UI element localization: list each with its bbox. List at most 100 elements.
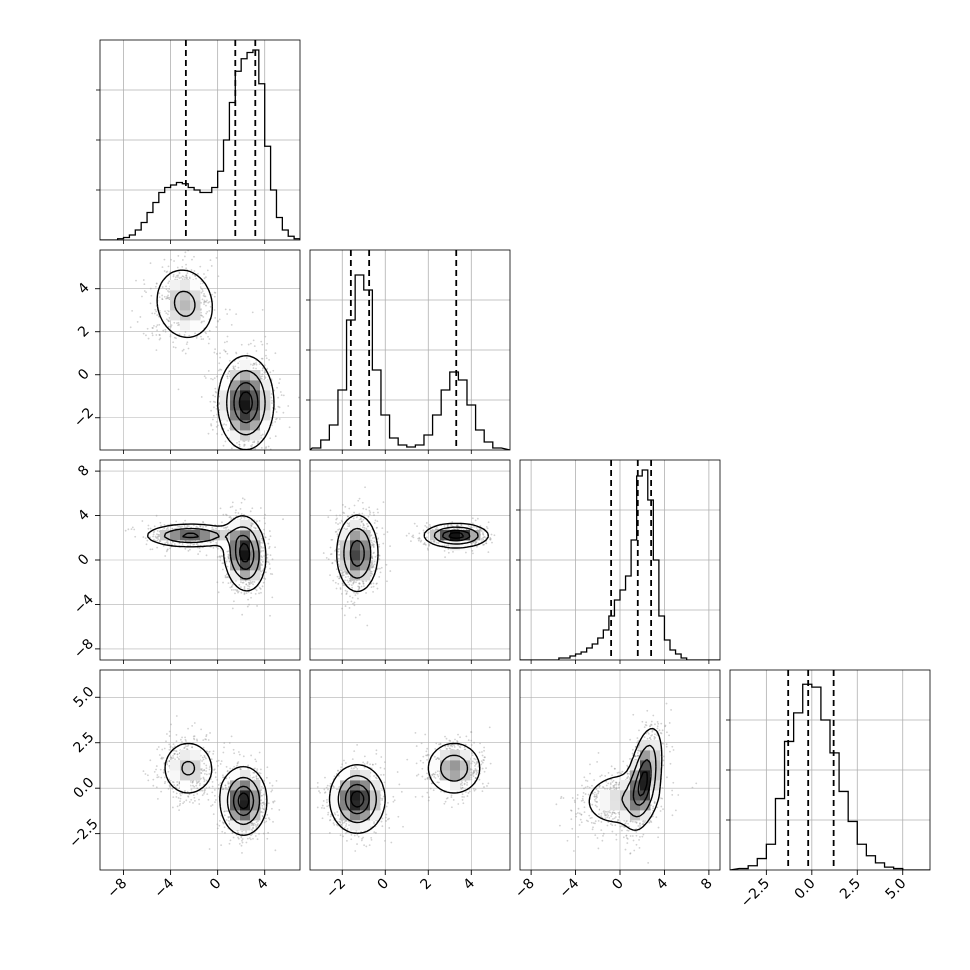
scatter-point (173, 336, 176, 339)
scatter-point (428, 544, 431, 547)
contour-line (146, 515, 267, 592)
scatter-point (275, 411, 278, 413)
scatter-point (255, 362, 257, 364)
density-cell (190, 320, 201, 331)
scatter-point (417, 537, 420, 540)
scatter-point (386, 580, 388, 583)
scatter-point (350, 580, 352, 583)
scatter-point (152, 327, 154, 329)
scatter-point (180, 792, 183, 795)
scatter-point (184, 526, 187, 529)
scatter-point (178, 323, 180, 326)
scatter-point (412, 534, 415, 537)
scatter-point (228, 842, 231, 845)
scatter-point (250, 582, 253, 585)
density-cell (200, 530, 211, 541)
scatter-panel-1 (99, 247, 301, 456)
scatter-point (192, 794, 195, 797)
scatter-point (347, 581, 350, 584)
scatter-point (154, 535, 157, 538)
scatter-point (252, 826, 255, 829)
scatter-point (278, 382, 280, 384)
scatter-point (489, 538, 491, 541)
scatter-point (149, 548, 152, 551)
scatter-point (145, 543, 148, 546)
density-cell (260, 390, 271, 401)
scatter-point (259, 454, 261, 456)
scatter-point (267, 542, 270, 545)
scatter-point (116, 247, 118, 249)
scatter-point (170, 258, 172, 261)
scatter-point (202, 521, 205, 524)
scatter-point (218, 362, 221, 365)
scatter-point (380, 566, 383, 569)
scatter-point (213, 794, 216, 797)
scatter-point (207, 335, 209, 338)
scatter-point (155, 325, 158, 328)
scatter-point (263, 364, 266, 367)
scatter-point (213, 377, 216, 380)
scatter-point (193, 270, 196, 272)
scatter-point (382, 501, 385, 504)
scatter-point (264, 335, 267, 338)
scatter-point (177, 757, 180, 760)
scatter-point (165, 550, 168, 553)
scatter-point (225, 560, 228, 563)
scatter-point (159, 337, 162, 340)
scatter-point (260, 559, 263, 561)
scatter-point (362, 522, 365, 525)
scatter-point (261, 585, 264, 588)
scatter-point (247, 440, 250, 442)
scatter-point (267, 445, 270, 448)
scatter-point (255, 367, 257, 370)
scatter-point (183, 800, 186, 803)
scatter-point (194, 275, 197, 277)
scatter-point (203, 300, 206, 303)
scatter-point (200, 728, 203, 731)
scatter-point (142, 770, 145, 773)
scatter-point (205, 525, 207, 528)
scatter-point (260, 357, 263, 360)
scatter-point (354, 616, 357, 619)
scatter-point (230, 586, 233, 588)
scatter-point (335, 514, 338, 517)
scatter-point (485, 525, 488, 528)
scatter-point (156, 748, 159, 751)
scatter-point (173, 260, 175, 262)
scatter-point (204, 295, 207, 298)
scatter-point (167, 290, 169, 292)
scatter-point (379, 571, 382, 574)
scatter-point (190, 269, 193, 271)
scatter-point (200, 308, 202, 311)
scatter-point (360, 518, 362, 521)
scatter-point (177, 321, 180, 324)
scatter-point (487, 521, 490, 524)
density-cell (350, 550, 361, 561)
scatter-point (213, 295, 216, 298)
scatter-point (191, 781, 194, 783)
scatter-point (200, 311, 203, 314)
scatter-point (240, 501, 243, 504)
scatter-point (361, 512, 364, 515)
scatter-point (329, 553, 332, 556)
scatter-point (376, 587, 379, 590)
scatter-point (346, 579, 349, 582)
density-cell (340, 550, 351, 561)
scatter-point (202, 776, 205, 779)
density-cell (180, 310, 191, 321)
scatter-point (165, 318, 168, 321)
scatter-point (155, 282, 158, 285)
scatter-point (245, 592, 248, 595)
scatter-point (260, 591, 262, 594)
scatter-point (339, 522, 341, 524)
scatter-point (338, 577, 341, 580)
scatter-point (266, 556, 269, 559)
scatter-point (351, 596, 354, 599)
scatter-point (381, 527, 384, 530)
scatter-point (163, 295, 166, 298)
scatter-point (370, 563, 373, 566)
scatter-point (472, 541, 475, 544)
scatter-point (172, 346, 175, 348)
scatter-point (205, 554, 208, 557)
scatter-point (209, 259, 212, 262)
